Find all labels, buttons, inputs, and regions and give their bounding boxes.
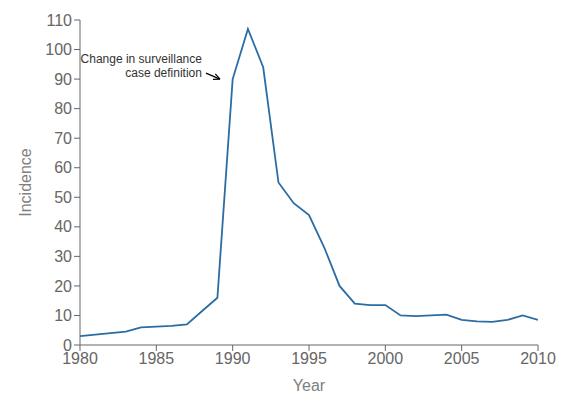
svg-text:90: 90 xyxy=(54,71,72,88)
svg-text:Change in surveillancecase def: Change in surveillancecase definition xyxy=(81,52,203,80)
svg-text:1990: 1990 xyxy=(215,350,251,367)
svg-text:1980: 1980 xyxy=(62,350,98,368)
svg-text:70: 70 xyxy=(54,130,72,147)
svg-text:10: 10 xyxy=(54,307,72,324)
svg-text:0: 0 xyxy=(63,337,72,354)
svg-text:20: 20 xyxy=(54,278,72,295)
svg-text:2005: 2005 xyxy=(444,350,480,367)
svg-text:Year: Year xyxy=(293,377,326,394)
svg-text:2000: 2000 xyxy=(368,350,404,367)
svg-text:1985: 1985 xyxy=(139,350,175,367)
svg-text:30: 30 xyxy=(54,248,72,265)
svg-text:2010: 2010 xyxy=(520,350,556,367)
svg-text:60: 60 xyxy=(54,159,72,176)
svg-text:100: 100 xyxy=(45,41,72,58)
svg-text:110: 110 xyxy=(46,12,72,29)
svg-text:Incidence: Incidence xyxy=(17,148,34,217)
svg-text:40: 40 xyxy=(54,218,72,235)
svg-text:50: 50 xyxy=(54,189,72,206)
svg-text:1995: 1995 xyxy=(291,350,327,367)
svg-text:80: 80 xyxy=(54,100,72,117)
